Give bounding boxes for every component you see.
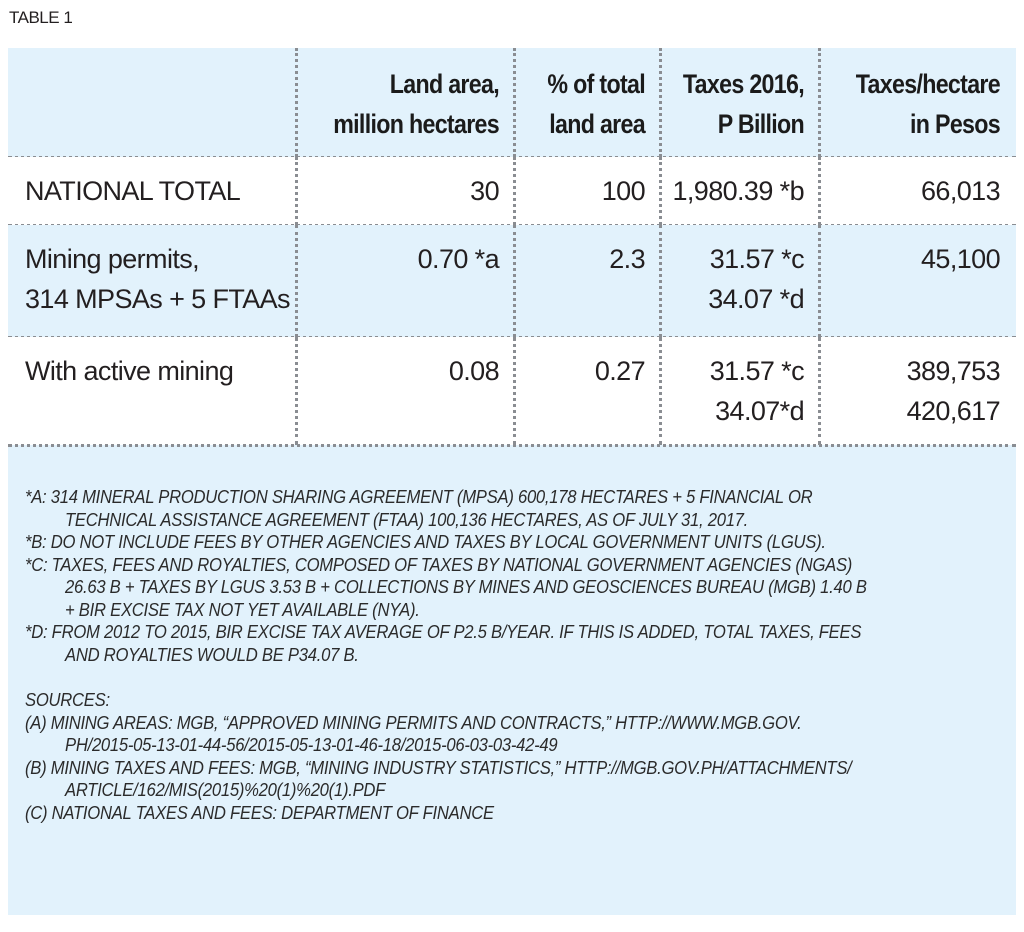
- source-b: (B) MINING TAXES AND FEES: MGB, “MINING …: [25, 757, 1016, 802]
- source-line: (A) MINING AREAS: MGB, “APPROVED MINING …: [25, 711, 802, 733]
- cell-value: 30: [470, 176, 499, 206]
- cell-value: 66,013: [921, 176, 1001, 206]
- row-label: Mining permits, 314 MPSAs + 5 FTAAs: [8, 225, 295, 337]
- header-cell-pct-total: % of total land area: [513, 48, 659, 157]
- source-line: (C) NATIONAL TAXES AND FEES: DEPARTMENT …: [25, 801, 494, 823]
- footnote-line: + BIR EXCISE TAX NOT YET AVAILABLE (NYA)…: [65, 598, 420, 620]
- cell-value: 2.3: [609, 244, 645, 274]
- table-row: With active mining 0.08 0.27 31.57 *c 34…: [8, 337, 1016, 447]
- cell-land-area: 30: [295, 157, 513, 225]
- header-line: in Pesos: [909, 109, 1001, 139]
- cell-value: 1,980.39 *b: [672, 176, 804, 206]
- cell-value: 0.27: [594, 356, 646, 386]
- cell-taxes-2016: 1,980.39 *b: [659, 157, 818, 225]
- header-line: Taxes 2016,: [682, 69, 805, 99]
- table-row: Mining permits, 314 MPSAs + 5 FTAAs 0.70…: [8, 225, 1016, 339]
- footnote-line: TECHNICAL ASSISTANCE AGREEMENT (FTAA) 10…: [65, 508, 749, 530]
- cell-value: 45,100: [921, 244, 1001, 274]
- cell-value: 0.08: [448, 356, 500, 386]
- cell-land-area: 0.70 *a: [295, 225, 513, 337]
- cell-value: 31.57 *c: [709, 356, 805, 386]
- cell-value: 34.07*d: [715, 396, 804, 426]
- footnote-a: *A: 314 MINERAL PRODUCTION SHARING AGREE…: [25, 486, 1016, 531]
- header-line: Taxes/hectare: [855, 69, 1001, 99]
- cell-taxes-per-hectare: 45,100: [818, 225, 1016, 337]
- cell-taxes-per-hectare: 389,753 420,617: [818, 337, 1016, 445]
- source-line: PH/2015-05-13-01-44-56/2015-05-13-01-46-…: [65, 734, 558, 755]
- footnotes-panel: *A: 314 MINERAL PRODUCTION SHARING AGREE…: [8, 445, 1016, 915]
- header-line: P Billion: [717, 109, 805, 139]
- header-cell-label: [8, 48, 295, 157]
- footnote-line: *D: FROM 2012 TO 2015, BIR EXCISE TAX AV…: [25, 621, 862, 642]
- cell-taxes-2016: 31.57 *c 34.07 *d: [659, 225, 818, 337]
- header-cell-taxes-per-hectare: Taxes/hectare in Pesos: [818, 48, 1016, 157]
- footnote-line: *B: DO NOT INCLUDE FEES BY OTHER AGENCIE…: [25, 531, 826, 552]
- header-line: land area: [549, 109, 645, 139]
- header-line: million hectares: [333, 109, 499, 139]
- cell-value: 420,617: [906, 396, 1001, 426]
- row-label-line: With active mining: [25, 356, 234, 386]
- header-line: Land area,: [389, 69, 500, 99]
- cell-land-area: 0.08: [295, 337, 513, 445]
- cell-taxes-per-hectare: 66,013: [818, 157, 1016, 225]
- row-label: NATIONAL TOTAL: [8, 157, 295, 225]
- footnote-line: *C: TAXES, FEES AND ROYALTIES, COMPOSED …: [25, 553, 853, 575]
- footnote-line: *A: 314 MINERAL PRODUCTION SHARING AGREE…: [25, 486, 813, 507]
- sources-heading-text: SOURCES:: [25, 689, 110, 710]
- cell-value: 389,753: [906, 356, 1001, 386]
- footnote-line: AND ROYALTIES WOULD BE P34.07 B.: [65, 643, 359, 665]
- cell-pct-total: 2.3: [513, 225, 659, 337]
- table-header-row: Land area, million hectares % of total l…: [8, 48, 1016, 159]
- source-line: ARTICLE/162/MIS(2015)%20(1)%20(1).PDF: [65, 779, 386, 800]
- source-c: (C) NATIONAL TAXES AND FEES: DEPARTMENT …: [25, 802, 1016, 825]
- spacer: [25, 666, 1016, 689]
- cell-taxes-2016: 31.57 *c 34.07*d: [659, 337, 818, 445]
- data-table: Land area, million hectares % of total l…: [8, 48, 1016, 915]
- footnote-d: *D: FROM 2012 TO 2015, BIR EXCISE TAX AV…: [25, 621, 1016, 666]
- row-label-line: NATIONAL TOTAL: [25, 176, 241, 206]
- source-a: (A) MINING AREAS: MGB, “APPROVED MINING …: [25, 712, 1016, 757]
- row-label: With active mining: [8, 337, 295, 445]
- footnote-c: *C: TAXES, FEES AND ROYALTIES, COMPOSED …: [25, 554, 1016, 622]
- table-title: TABLE 1: [9, 8, 73, 27]
- header-line: % of total: [547, 69, 645, 99]
- cell-value: 0.70 *a: [417, 244, 500, 274]
- row-divider: [8, 444, 1016, 447]
- cell-pct-total: 100: [513, 157, 659, 225]
- row-label-line: Mining permits,: [25, 244, 200, 274]
- footnote-line: 26.63 B + TAXES BY LGUS 3.53 B + COLLECT…: [65, 576, 867, 597]
- footnote-b: *B: DO NOT INCLUDE FEES BY OTHER AGENCIE…: [25, 531, 1016, 554]
- header-cell-land-area: Land area, million hectares: [295, 48, 513, 157]
- cell-pct-total: 0.27: [513, 337, 659, 445]
- cell-value: 31.57 *c: [709, 244, 805, 274]
- sources-heading: SOURCES:: [25, 689, 1016, 712]
- cell-value: 34.07 *d: [708, 284, 804, 314]
- header-cell-taxes-2016: Taxes 2016, P Billion: [659, 48, 818, 157]
- source-line: (B) MINING TAXES AND FEES: MGB, “MINING …: [25, 756, 852, 778]
- row-label-line: 314 MPSAs + 5 FTAAs: [25, 284, 291, 314]
- cell-value: 100: [601, 176, 646, 206]
- table-row: NATIONAL TOTAL 30 100 1,980.39 *b 66,013: [8, 157, 1016, 227]
